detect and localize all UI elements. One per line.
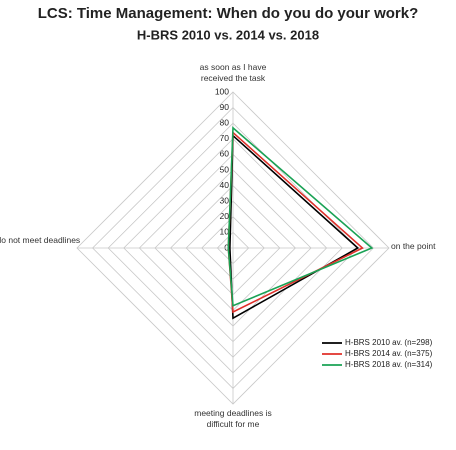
r-tick-label: 0	[224, 242, 229, 252]
legend-label: H-BRS 2018 av. (n=314)	[345, 360, 433, 369]
r-tick-label: 10	[220, 227, 230, 237]
chart-subtitle: H-BRS 2010 vs. 2014 vs. 2018	[137, 27, 319, 42]
category-label: on the point	[391, 241, 436, 251]
series-line	[229, 133, 360, 320]
r-tick-label: 100	[215, 86, 229, 96]
series-line	[227, 126, 374, 307]
category-label: I do not meet deadlines	[0, 235, 81, 245]
r-tick-label: 70	[220, 133, 230, 143]
r-tick-label: 30	[220, 195, 230, 205]
r-tick-label: 90	[220, 102, 230, 112]
legend-label: H-BRS 2014 av. (n=375)	[345, 349, 433, 358]
category-label-box: I do not meet deadlines	[0, 235, 81, 245]
category-label-box: meeting deadlines is difficult for me	[194, 408, 272, 429]
r-tick-label: 60	[220, 149, 230, 159]
category-label-box: as soon as I have received the task	[199, 62, 267, 83]
category-label-box: on the point	[391, 241, 436, 251]
category-label: as soon as I have received the task	[199, 62, 267, 83]
r-tick-label: 50	[220, 164, 230, 174]
r-tick-label: 40	[220, 180, 230, 190]
chart-title: LCS: Time Management: When do you do you…	[38, 5, 419, 22]
r-tick-label: 80	[220, 117, 230, 127]
r-tick-label: 20	[220, 211, 230, 221]
legend-label: H-BRS 2010 av. (n=298)	[345, 338, 433, 347]
category-label: meeting deadlines is difficult for me	[194, 408, 272, 429]
